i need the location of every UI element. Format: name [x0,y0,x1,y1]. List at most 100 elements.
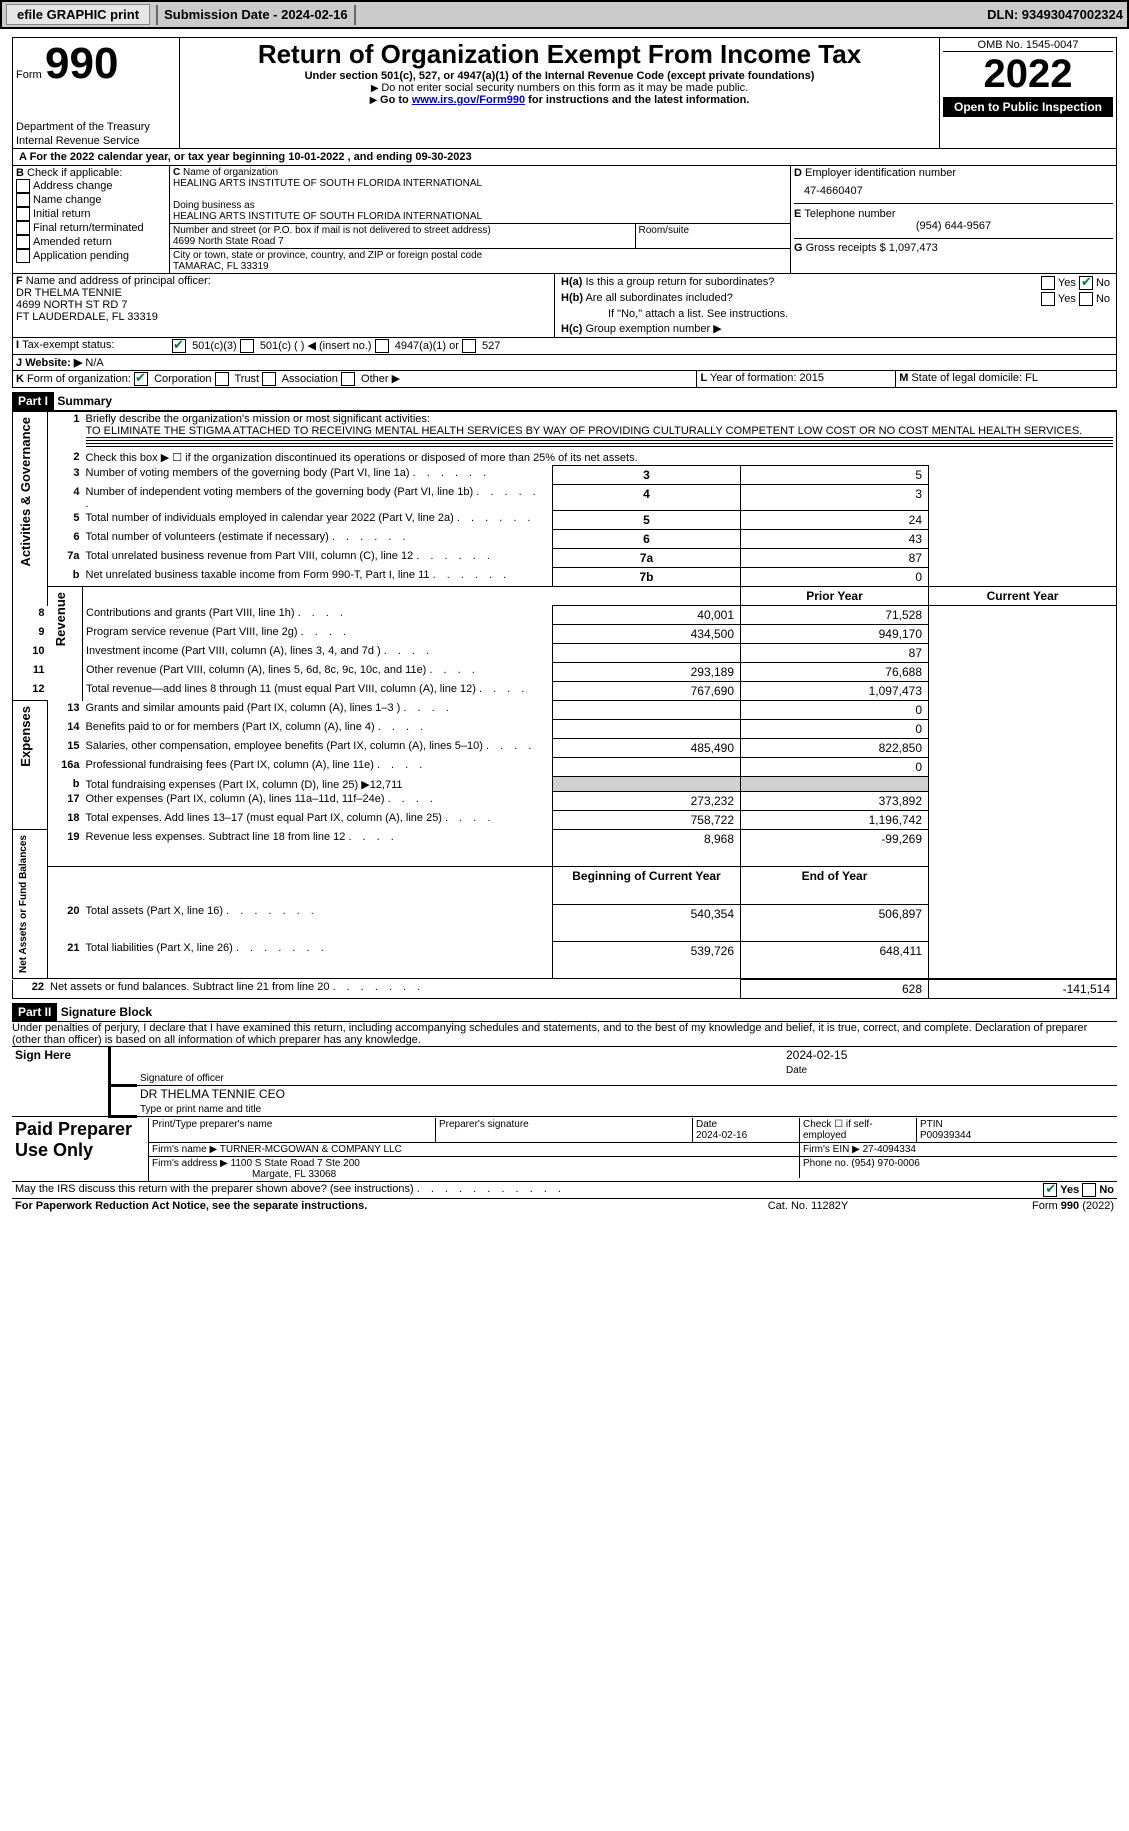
fein-lbl: Firm's EIN ▶ [803,1144,860,1155]
I-row: I Tax-exempt status: 501(c)(3) 501(c) ( … [12,338,1117,355]
G-lbl: Gross receipts $ [806,242,886,254]
pdate-lbl: Date [696,1119,717,1130]
firm-lbl: Firm's name ▶ [152,1144,217,1155]
footer-r: Form 990 (2022) [1032,1200,1114,1212]
paid-preparer: Paid Preparer Use Only Print/Type prepar… [12,1118,1117,1182]
b-opt: Initial return [33,208,90,220]
sign-here-lbl: Sign Here [12,1047,110,1117]
M-lbl: State of legal domicile: [911,372,1022,384]
side-revenue: Revenue [51,588,70,650]
ein: 47-4660407 [794,179,1113,203]
dept-treasury: Department of the Treasury [16,121,150,133]
street: 4699 North State Road 7 [173,236,284,247]
pdate: 2024-02-16 [696,1130,747,1141]
form-number: 990 [45,39,118,88]
subtitle-2: Do not enter social security numbers on … [183,82,936,94]
part2-title: Part II [12,1003,57,1021]
eoy-hdr: End of Year [741,867,929,904]
part1-table: Activities & Governance 1 Briefly descri… [12,411,1117,979]
I-o4: 527 [482,340,500,352]
goto-pre: Go to [380,94,412,106]
FHI-block: F Name and address of principal officer:… [12,274,1117,338]
mission: TO ELIMINATE THE STIGMA ATTACHED TO RECE… [86,425,1114,438]
ptin-lbl: PTIN [920,1119,943,1130]
KLM-row: K Form of organization: Corporation Trus… [12,371,1117,388]
omb-number: OMB No. 1545-0047 [943,39,1113,52]
irs-form990-link[interactable]: www.irs.gov/Form990 [412,94,525,106]
goto-post: for instructions and the latest informat… [525,94,749,106]
k-opt: Trust [234,373,259,385]
irs-label: Internal Revenue Service [16,135,140,147]
separator [156,5,158,25]
n22-wrap: 22Net assets or fund balances. Subtract … [12,979,1117,999]
b-opt: Name change [33,194,102,206]
website: N/A [85,357,103,369]
pcheck: Check ☐ if self-employed [800,1118,917,1143]
line-A: For the 2022 calendar year, or tax year … [30,151,472,163]
b-opt: Address change [33,180,113,192]
J-row: J Website: ▶ N/A [12,355,1117,371]
may-irs: May the IRS discuss this return with the… [15,1183,414,1195]
sig-officer-lbl: Signature of officer [140,1073,224,1084]
may-discuss: May the IRS discuss this return with the… [12,1182,1117,1199]
footer-c: Cat. No. 11282Y [705,1199,911,1213]
dba: HEALING ARTS INSTITUTE OF SOUTH FLORIDA … [173,211,482,222]
city-lbl: City or town, state or province, country… [173,250,482,261]
room-lbl: Room/suite [639,225,690,236]
subtitle-1: Under section 501(c), 527, or 4947(a)(1)… [183,70,936,82]
I-lbl: Tax-exempt status: [22,339,114,351]
form-word: Form [16,69,42,81]
no: No [1099,1184,1114,1196]
footer-l: For Paperwork Reduction Act Notice, see … [12,1199,705,1213]
officer-addr2: FT LAUDERDALE, FL 33319 [16,311,158,323]
street-lbl: Number and street (or P.O. box if mail i… [173,225,491,236]
C-name-lbl: Name of organization [183,167,278,178]
form-title: Return of Organization Exempt From Incom… [183,39,936,70]
q1: Briefly describe the organization's miss… [86,413,430,425]
J-lbl: Website: ▶ [25,357,82,369]
sign-here: Sign Here Signature of officer 2024-02-1… [12,1047,1117,1118]
fphone: (954) 970-0006 [851,1158,919,1169]
printed-lbl: Type or print name and title [140,1104,261,1115]
I-o1: 501(c)(3) [192,340,237,352]
I-o2: 501(c) ( ) ◀ (insert no.) [260,340,372,352]
side-expenses: Expenses [16,702,35,771]
side-net: Net Assets or Fund Balances [16,831,31,977]
officer-addr1: 4699 NORTH ST RD 7 [16,299,127,311]
F-lbl: Name and address of principal officer: [26,275,211,287]
part2-head: Signature Block [61,1005,152,1019]
faddr-lbl: Firm's address ▶ [152,1158,228,1169]
faddr2: Margate, FL 33068 [152,1169,336,1180]
Ha: Is this a group return for subordinates? [585,276,774,288]
pname-lbl: Print/Type preparer's name [152,1119,272,1130]
B-label: Check if applicable: [27,167,122,179]
submission-date: Submission Date - 2024-02-16 [164,7,348,22]
psig-lbl: Preparer's signature [439,1119,529,1130]
yes: Yes [1060,1184,1079,1196]
declaration: Under penalties of perjury, I declare th… [12,1022,1117,1047]
dba-lbl: Doing business as [173,200,255,211]
k-opt: Association [282,373,338,385]
form-header: Form 990 Department of the Treasury Inte… [12,37,1117,149]
footer: For Paperwork Reduction Act Notice, see … [12,1199,1117,1213]
b-opt: Application pending [33,250,129,262]
dln: DLN: 93493047002324 [987,7,1123,22]
fein: 27-4094334 [863,1144,916,1155]
side-activities: Activities & Governance [16,413,35,571]
open-inspection: Open to Public Inspection [943,97,1113,117]
sign-date: 2024-02-15 [786,1048,847,1062]
prior-year-hdr: Prior Year [741,587,929,606]
city: TAMARAC, FL 33319 [173,261,269,272]
date-lbl: Date [786,1065,807,1076]
k-opt: Corporation [154,373,211,385]
paid-lbl: Paid Preparer Use Only [12,1118,149,1182]
K-lbl: Form of organization: [27,373,131,385]
I-o3: 4947(a)(1) or [395,340,459,352]
year-formation: 2015 [800,372,824,384]
L-lbl: Year of formation: [710,372,796,384]
b-opt: Amended return [33,236,112,248]
part1-head: Summary [57,394,112,408]
efile-print-button[interactable]: efile GRAPHIC print [6,4,150,25]
k-opt: Other ▶ [361,373,400,385]
boy-hdr: Beginning of Current Year [553,867,741,904]
